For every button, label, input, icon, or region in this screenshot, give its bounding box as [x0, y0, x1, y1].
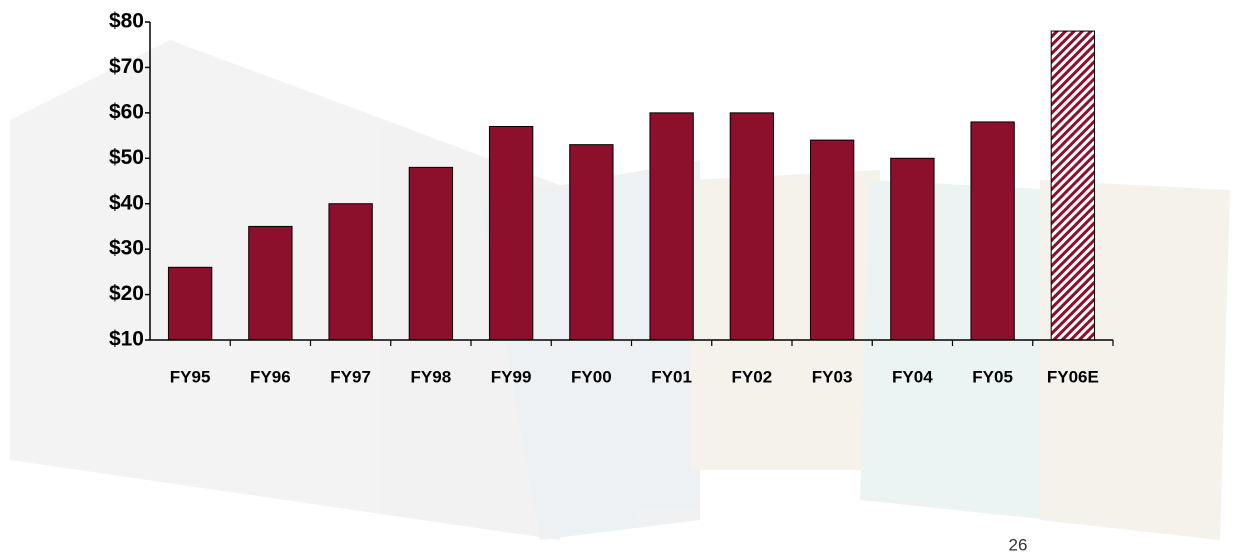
bar [809, 139, 855, 341]
bar [649, 112, 694, 341]
x-tick-label: FY04 [892, 367, 933, 386]
bar [167, 266, 213, 341]
bar [970, 121, 1015, 341]
x-tick-label: FY95 [170, 367, 211, 386]
bar [488, 125, 534, 341]
bar [569, 144, 614, 341]
y-tick-label: $50 [109, 146, 144, 169]
y-tick-label: $40 [109, 191, 144, 214]
y-tick-label: $60 [109, 100, 144, 123]
bar [408, 166, 454, 341]
bar [1050, 30, 1096, 341]
x-tick-label: FY03 [812, 367, 853, 386]
x-tick-label: FY02 [732, 367, 773, 386]
x-tick-label: FY06E [1047, 367, 1099, 386]
y-tick-label: $80 [109, 10, 144, 33]
x-tick-label: FY05 [972, 367, 1013, 386]
bar [328, 203, 373, 341]
bar [890, 157, 935, 341]
x-tick-label: FY97 [330, 367, 371, 386]
x-tick-label: FY98 [411, 367, 452, 386]
x-tick-label: FY99 [491, 367, 532, 386]
bar [729, 112, 775, 341]
x-tick-label: FY00 [571, 367, 612, 386]
x-tick-label: FY96 [250, 367, 291, 386]
y-tick-label: $20 [109, 282, 144, 305]
y-tick-label: $70 [109, 55, 144, 78]
y-tick-label: $10 [109, 328, 144, 351]
y-tick-label: $30 [109, 237, 144, 260]
bar [248, 225, 293, 341]
x-tick-label: FY01 [651, 367, 692, 386]
page-number: 26 [1009, 535, 1028, 553]
